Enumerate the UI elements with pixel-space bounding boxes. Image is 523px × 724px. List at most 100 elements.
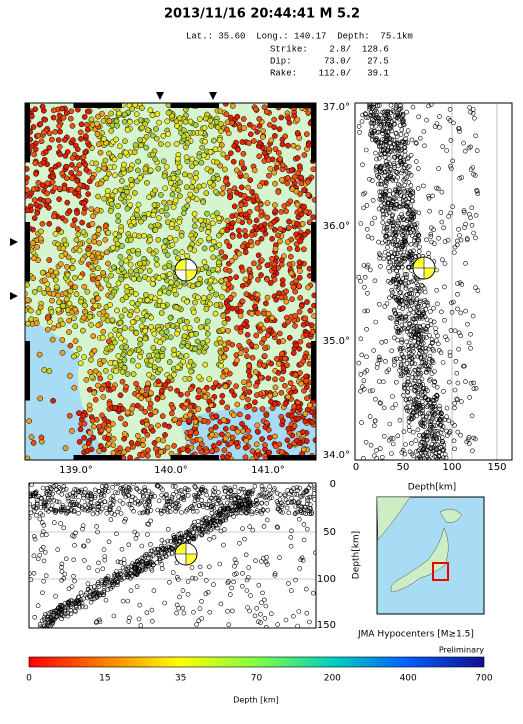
event-dot: [235, 217, 242, 224]
event-dot: [122, 149, 129, 156]
event-dot: [214, 159, 220, 166]
event-dot: [357, 130, 362, 135]
event-dot: [127, 261, 134, 268]
event-dot: [380, 192, 386, 198]
event-dot: [401, 358, 407, 363]
event-dot: [383, 188, 388, 194]
event-dot: [401, 385, 407, 391]
event-dot: [133, 111, 140, 117]
event-dot: [51, 520, 57, 525]
event-dot: [440, 144, 446, 149]
event-dot: [259, 484, 265, 489]
event-dot: [406, 226, 412, 232]
event-dot: [259, 600, 264, 606]
event-dot: [463, 221, 468, 227]
frame-bar: [311, 222, 316, 282]
event-dot: [307, 494, 313, 500]
event-dot: [90, 298, 96, 304]
event-dot: [269, 495, 274, 501]
event-dot: [172, 197, 179, 204]
event-dot: [200, 340, 206, 346]
event-dot: [201, 418, 208, 424]
event-dot: [400, 138, 405, 144]
event-dot: [410, 212, 416, 217]
event-dot: [305, 495, 310, 501]
event-dot: [378, 140, 384, 146]
event-dot: [406, 311, 412, 317]
event-dot: [49, 486, 54, 491]
event-dot: [223, 238, 230, 245]
event-dot: [285, 393, 292, 400]
event-dot: [380, 197, 385, 203]
event-dot: [89, 373, 95, 380]
event-dot: [444, 148, 450, 153]
event-dot: [400, 306, 406, 311]
event-dot: [239, 243, 246, 250]
event-dot: [61, 237, 68, 244]
event-dot: [193, 484, 198, 490]
event-dot: [97, 375, 104, 382]
event-dot: [77, 129, 84, 136]
event-dot: [288, 543, 294, 549]
event-dot: [170, 405, 176, 411]
event-dot: [254, 296, 261, 303]
event-dot: [392, 196, 397, 201]
event-dot: [67, 288, 74, 295]
event-dot: [246, 389, 253, 395]
event-dot: [95, 507, 101, 513]
event-dot: [133, 380, 139, 387]
event-dot: [145, 447, 151, 454]
event-dot: [82, 558, 87, 563]
event-dot: [256, 451, 262, 458]
event-dot: [384, 148, 390, 154]
event-dot: [222, 435, 229, 442]
event-dot: [178, 391, 184, 398]
event-dot: [412, 317, 417, 322]
event-dot: [209, 220, 216, 227]
event-dot: [128, 487, 133, 492]
event-dot: [292, 322, 298, 329]
event-dot: [453, 358, 459, 364]
event-dot: [39, 182, 46, 188]
event-dot: [192, 217, 198, 223]
event-dot: [148, 390, 154, 396]
event-dot: [212, 424, 219, 430]
event-dot: [391, 262, 397, 268]
event-dot: [426, 196, 432, 201]
event-dot: [104, 187, 111, 194]
event-dot: [110, 264, 117, 271]
event-dot: [455, 429, 461, 435]
event-dot: [412, 361, 418, 367]
event-dot: [411, 227, 416, 233]
event-dot: [374, 130, 380, 135]
event-dot: [83, 376, 90, 383]
event-dot: [80, 327, 86, 334]
event-dot: [32, 106, 39, 113]
event-dot: [400, 224, 406, 230]
event-dot: [174, 364, 181, 371]
event-dot: [157, 339, 164, 346]
event-dot: [269, 235, 275, 242]
event-dot: [209, 431, 215, 438]
event-dot: [389, 348, 395, 354]
event-dot: [58, 509, 64, 515]
event-dot: [284, 239, 291, 246]
event-dot: [52, 128, 59, 135]
event-dot: [134, 486, 140, 492]
event-dot: [171, 347, 177, 353]
event-dot: [158, 192, 164, 198]
event-dot: [184, 343, 191, 349]
event-dot: [151, 440, 158, 446]
event-dot: [173, 141, 180, 147]
event-dot: [409, 279, 414, 285]
event-dot: [390, 276, 396, 282]
event-dot: [202, 361, 209, 368]
event-dot: [76, 247, 83, 254]
event-dot: [126, 350, 133, 356]
event-dot: [264, 562, 270, 567]
event-dot: [253, 332, 260, 339]
event-dot: [172, 537, 178, 543]
event-dot: [280, 365, 287, 371]
event-dot: [129, 319, 136, 325]
event-dot: [434, 393, 440, 399]
